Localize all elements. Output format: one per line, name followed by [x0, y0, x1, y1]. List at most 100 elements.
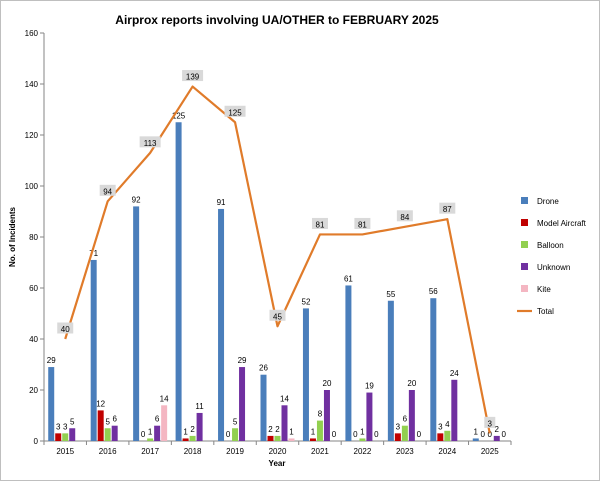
chart-title: Airprox reports involving UA/OTHER to FE… — [115, 13, 439, 27]
total-value-label: 94 — [103, 187, 112, 196]
bar-value-label: 3 — [438, 422, 443, 431]
bar-drone — [133, 206, 140, 441]
bar-value-label: 3 — [63, 422, 68, 431]
bar-value-label: 0 — [488, 430, 493, 439]
bar-model-aircraft — [394, 433, 401, 441]
bar-kite — [161, 405, 168, 441]
bar-balloon — [189, 435, 196, 441]
total-label-box — [57, 322, 74, 334]
x-tick-label: 2015 — [56, 447, 74, 456]
total-label-box — [354, 217, 371, 229]
bar-value-label: 20 — [407, 379, 416, 388]
bar-value-label: 5 — [233, 417, 238, 426]
total-label-box — [139, 136, 161, 148]
bar-value-label: 29 — [238, 356, 247, 365]
x-axis-title: Year — [269, 459, 286, 468]
y-tick-label: 140 — [25, 80, 39, 89]
x-tick-label: 2021 — [311, 447, 329, 456]
total-label-box — [439, 202, 456, 214]
x-tick-label: 2017 — [141, 447, 159, 456]
bar-drone — [302, 308, 309, 441]
total-value-label: 139 — [186, 73, 200, 82]
bar-model-aircraft — [437, 433, 444, 441]
total-label-box — [484, 416, 496, 428]
bar-model-aircraft — [267, 435, 274, 441]
bar-value-label: 0 — [502, 430, 507, 439]
y-tick-label: 100 — [25, 182, 39, 191]
x-tick-label: 2019 — [226, 447, 244, 456]
bar-value-label: 12 — [96, 399, 105, 408]
bar-value-label: 1 — [311, 427, 316, 436]
y-tick-label: 40 — [29, 335, 38, 344]
bar-value-label: 6 — [155, 415, 160, 424]
total-value-label: 87 — [443, 205, 452, 214]
bar-value-label: 6 — [403, 415, 408, 424]
bar-unknown — [408, 390, 415, 441]
bar-unknown — [366, 392, 373, 441]
x-tick-label: 2023 — [396, 447, 414, 456]
x-tick-label: 2024 — [438, 447, 456, 456]
total-label-box — [269, 309, 286, 321]
bar-drone — [175, 122, 182, 441]
bar-value-label: 0 — [141, 430, 146, 439]
bar-value-label: 0 — [481, 430, 486, 439]
bar-value-label: 0 — [417, 430, 422, 439]
total-label-box — [182, 70, 204, 82]
bar-drone — [387, 300, 394, 441]
bar-value-label: 1 — [148, 427, 153, 436]
bar-value-label: 1 — [474, 427, 479, 436]
y-tick-label: 120 — [25, 131, 39, 140]
bar-value-label: 5 — [105, 417, 110, 426]
bar-value-label: 52 — [302, 297, 311, 306]
legend: Drone Model Aircraft Balloon Unknown Kite Tot… — [517, 197, 587, 316]
bar-balloon — [274, 435, 281, 441]
bar-unknown — [323, 390, 330, 441]
bar-balloon — [316, 420, 323, 441]
y-tick-label: 160 — [25, 29, 39, 38]
legend-swatch — [521, 285, 528, 292]
bar-value-label: 2 — [495, 425, 500, 434]
bar-drone — [472, 438, 479, 441]
x-tick-label: 2025 — [481, 447, 499, 456]
bar-balloon — [359, 438, 366, 441]
bar-balloon — [104, 428, 111, 441]
legend-label: Balloon — [537, 241, 564, 250]
total-value-label: 113 — [144, 139, 157, 148]
total-value-label: 84 — [400, 213, 409, 222]
bar-value-label: 6 — [112, 415, 117, 424]
total-value-label: 125 — [228, 108, 242, 117]
bar-value-label: 14 — [160, 394, 169, 403]
bar-unknown — [493, 435, 500, 441]
bar-drone — [345, 285, 352, 441]
bar-value-label: 55 — [386, 290, 395, 299]
bar-unknown — [154, 425, 161, 441]
y-tick-label: 0 — [34, 437, 39, 446]
bar-model-aircraft — [97, 410, 104, 441]
bar-value-label: 3 — [396, 422, 401, 431]
bars-group — [48, 122, 500, 441]
bar-value-label: 20 — [323, 379, 332, 388]
bar-balloon — [444, 430, 451, 441]
bar-value-label: 61 — [344, 274, 353, 283]
bar-value-label: 5 — [70, 417, 75, 426]
bar-value-label: 24 — [450, 369, 459, 378]
total-value-label: 81 — [358, 220, 367, 229]
total-value-label: 81 — [316, 220, 325, 229]
bar-value-label: 29 — [47, 356, 56, 365]
total-series-line — [64, 85, 491, 434]
bar-balloon — [147, 438, 154, 441]
bar-unknown — [281, 405, 288, 441]
bar-unknown — [239, 367, 246, 441]
total-label-box — [396, 210, 413, 222]
bar-model-aircraft — [309, 438, 316, 441]
bar-value-label: 2 — [268, 425, 273, 434]
y-tick-label: 80 — [29, 233, 38, 242]
bar-value-label: 1 — [183, 427, 188, 436]
bar-drone — [48, 367, 55, 441]
total-label-box — [99, 184, 116, 196]
bar-unknown — [196, 412, 203, 441]
bar-value-label: 11 — [195, 402, 204, 411]
bar-value-label: 91 — [217, 198, 226, 207]
